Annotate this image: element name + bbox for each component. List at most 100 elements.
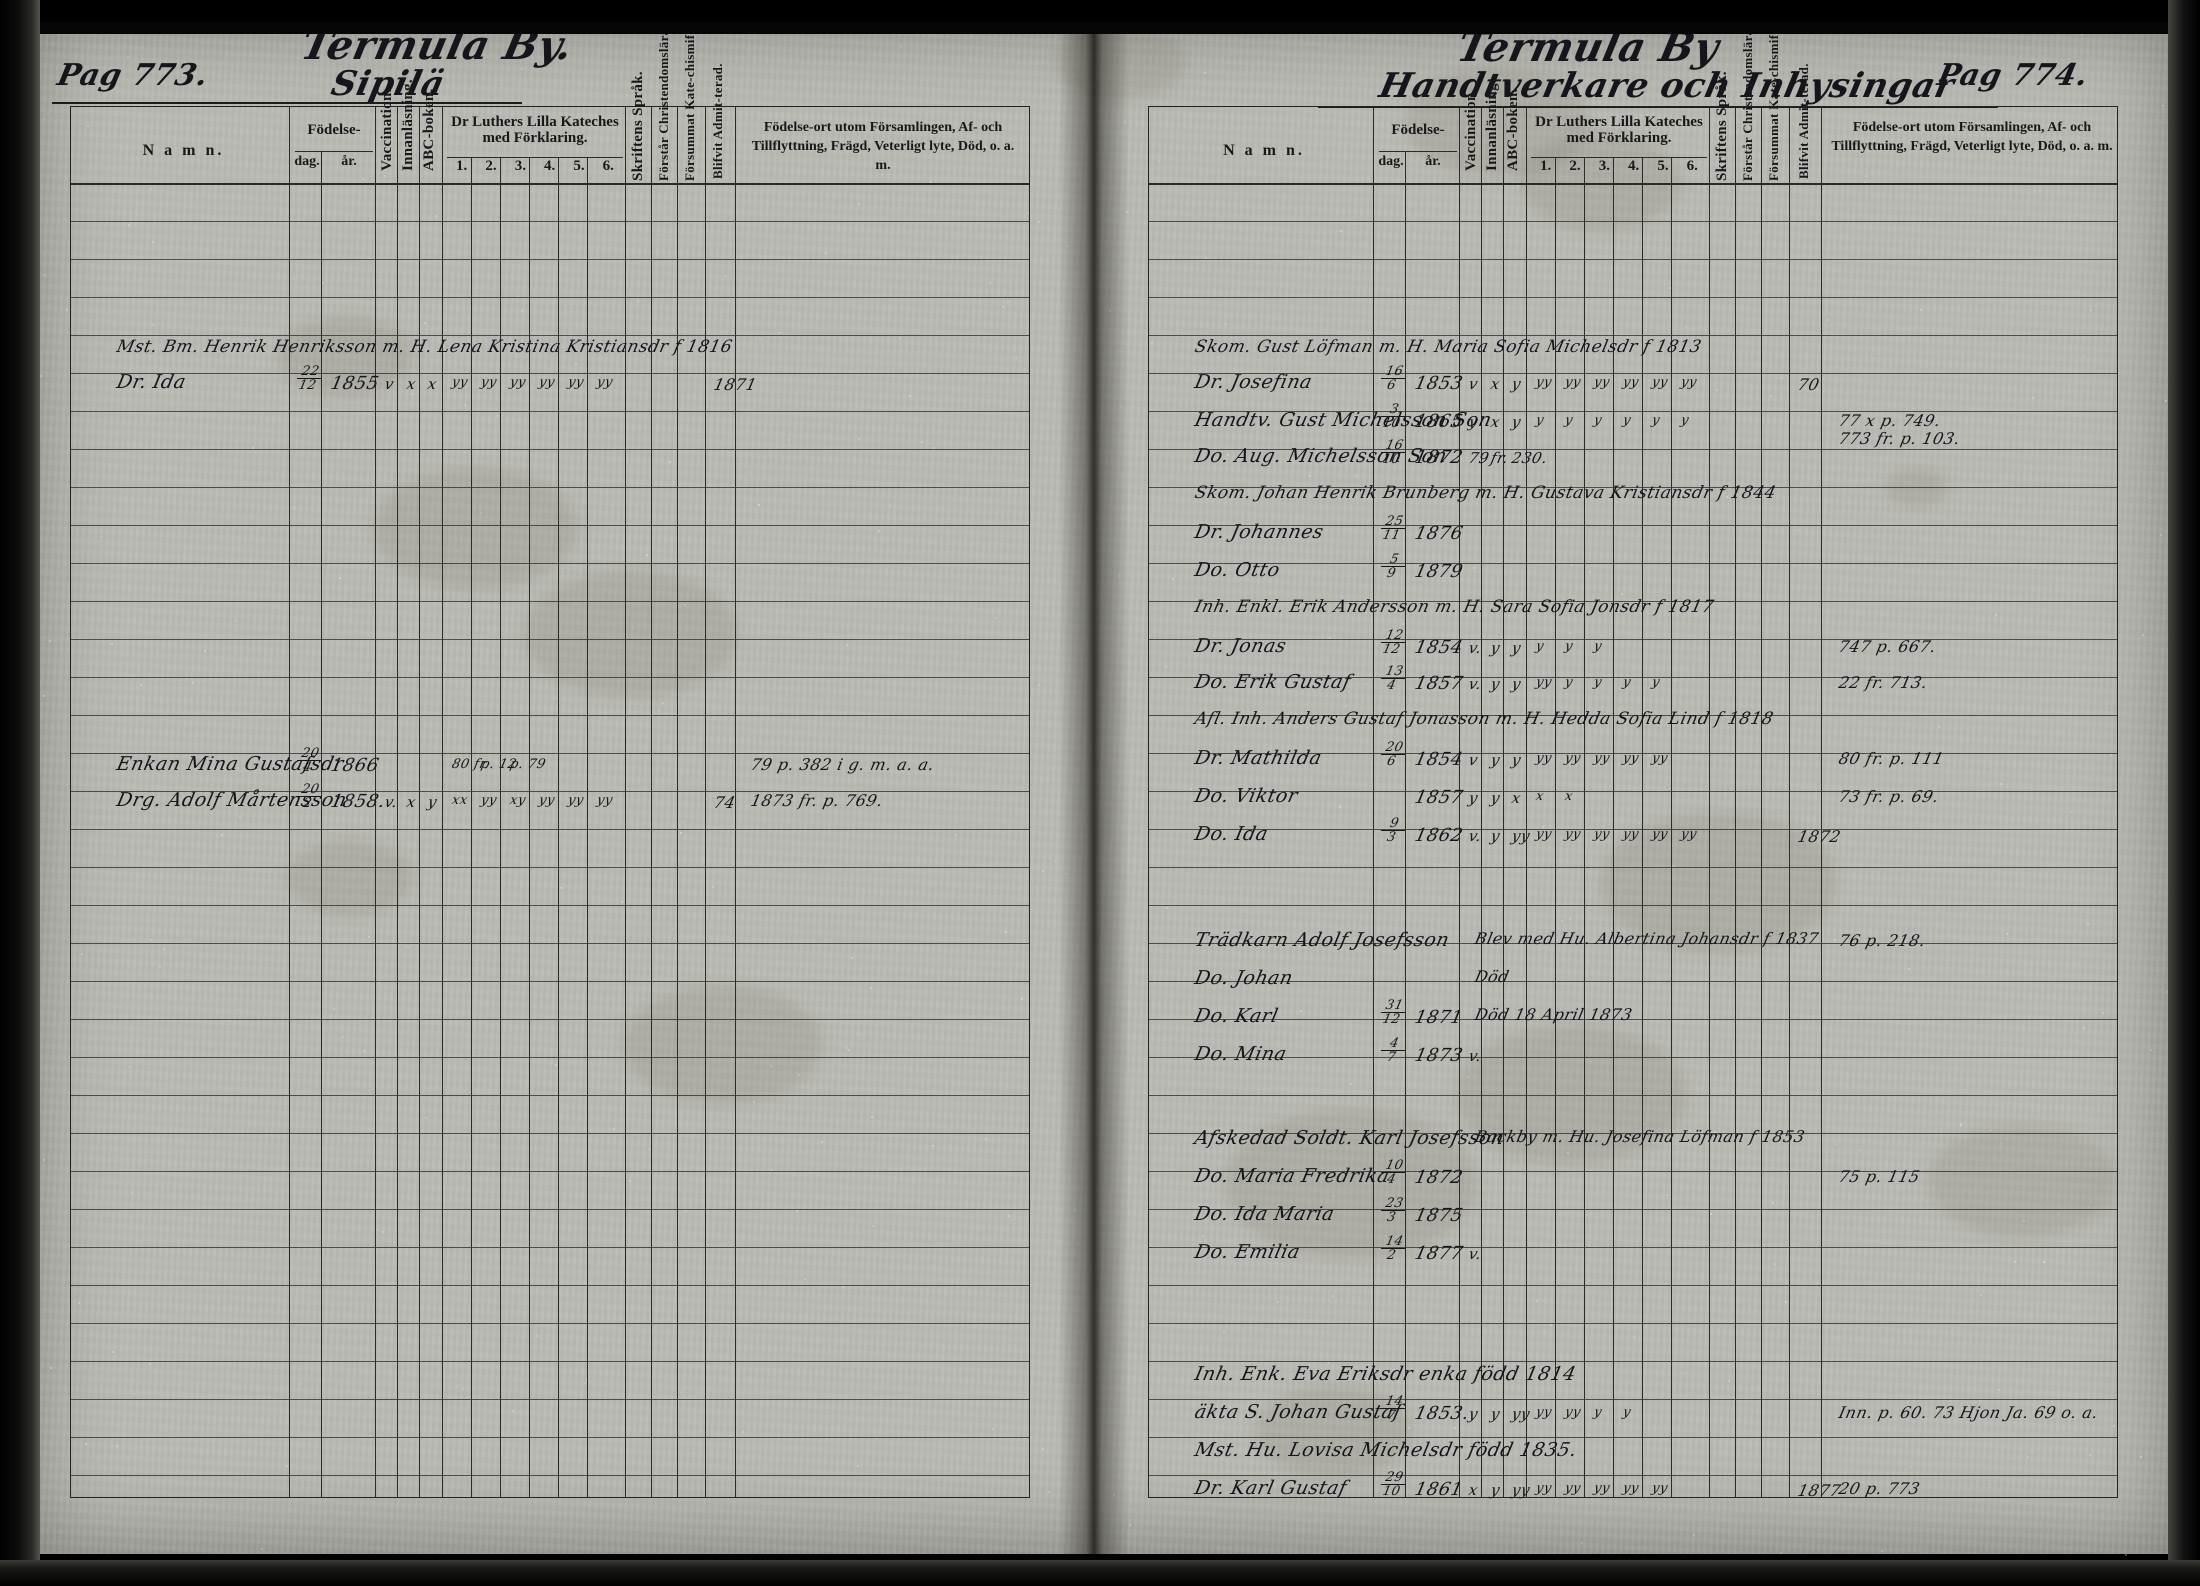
paper-speck (237, 1008, 240, 1011)
paper-speck (1258, 379, 1261, 382)
paper-speck (1827, 319, 1830, 322)
paper-speck (1569, 1424, 1572, 1427)
handwritten-cell: Trädkarn Adolf Josefsson (1192, 929, 1452, 951)
paper-speck (129, 1065, 132, 1068)
handwritten-cell: yy (566, 793, 586, 808)
row-rule (1149, 221, 2117, 222)
paper-speck (778, 332, 781, 335)
row-rule (1149, 791, 2117, 792)
paper-speck (467, 1475, 470, 1478)
paper-speck (469, 184, 472, 187)
row-rule (71, 905, 1029, 906)
handwritten-cell: Dr. Ida (114, 371, 189, 393)
row-rule (1149, 1437, 2117, 1438)
paper-speck (672, 928, 675, 930)
paper-speck (1999, 782, 2002, 785)
handwritten-cell: Dr. Jonas (1192, 635, 1289, 657)
right-catechism-divider (1531, 157, 1707, 159)
paper-speck (1441, 880, 1444, 883)
catechism-part-5: 5. (573, 158, 585, 174)
paper-speck (1393, 1251, 1396, 1254)
right-rule-c2 (1584, 157, 1586, 1497)
handwritten-cell: Do. Ida (1192, 823, 1271, 845)
left-rule-admit (735, 107, 737, 1497)
row-rule (71, 1247, 1029, 1248)
right-register-table: N a m n. Födelse- dag. år. Vaccination. … (1148, 0, 2118, 1500)
paper-speck (424, 321, 427, 324)
handwritten-cell: 20 p. 773 (1836, 1479, 1922, 1498)
handwritten-cell: Afl. Inh. Anders Gustaf Jonasson m. H. H… (1192, 709, 1776, 729)
paper-speck (1007, 300, 1010, 303)
left-rule-c3 (529, 157, 531, 1497)
paper-speck (668, 460, 671, 463)
paper-speck (1466, 1076, 1469, 1079)
paper-speck (1482, 1456, 1485, 1459)
paper-speck (771, 1169, 774, 1171)
handwritten-cell: y (1621, 413, 1633, 428)
handwritten-cell: yy (1592, 1481, 1612, 1496)
paper-speck (1999, 1143, 2002, 1146)
paper-speck (252, 447, 255, 450)
paper-speck (516, 295, 519, 298)
handwritten-cell: Inn. p. 60. 73 Hjon Ja. 69 o. a. (1836, 1403, 2101, 1422)
left-rule-abc (442, 107, 444, 1497)
paper-speck (991, 1427, 994, 1430)
paper-speck (837, 437, 840, 440)
paper-speck (1453, 1426, 1456, 1429)
paper-speck (85, 1216, 88, 1219)
handwritten-cell: Inh. Enk. Eva Eriksdr enka född 1814 (1192, 1363, 1579, 1385)
paper-speck (724, 274, 727, 277)
paper-speck (1626, 1397, 1629, 1400)
paper-stain (1256, 1385, 1412, 1479)
paper-speck (367, 935, 370, 938)
paper-speck (1001, 306, 1004, 309)
row-rule (1149, 1323, 2117, 1324)
paper-speck (1296, 822, 1299, 825)
left-page: Termula By. Sipilä Pag 773. N a m n. Föd… (22, 0, 1068, 1554)
handwritten-cell: 1862 (1412, 825, 1466, 846)
paper-speck (991, 1527, 994, 1530)
handwritten-cell: y (1489, 1405, 1502, 1423)
row-rule (1149, 1285, 2117, 1286)
paper-speck (929, 180, 932, 183)
row-rule (71, 1133, 1029, 1134)
paper-speck (711, 668, 714, 671)
handwritten-cell: 70 (1795, 375, 1822, 394)
row-rule (1149, 1399, 2117, 1400)
paper-speck (43, 274, 46, 277)
handwritten-cell: yy (1534, 827, 1554, 842)
paper-speck (1226, 454, 1229, 457)
handwritten-cell: yy (1534, 751, 1554, 766)
handwritten-cell: yy (1650, 375, 1670, 390)
handwritten-cell: 1854 (1412, 637, 1466, 658)
handwritten-cell: y (1592, 1405, 1604, 1420)
paper-speck (1791, 903, 1794, 906)
right-col-notes-header: Födelse-ort utom Församlingen, Af- och T… (1831, 120, 2113, 154)
row-rule (71, 1285, 1029, 1286)
paper-speck (871, 1116, 874, 1119)
paper-speck (1038, 220, 1041, 223)
paper-speck (955, 833, 958, 836)
paper-speck (2083, 1027, 2086, 1029)
handwritten-cell: y (1621, 675, 1633, 690)
left-title-underline (52, 102, 522, 104)
handwritten-cell: 1871 (711, 375, 759, 394)
paper-speck (743, 862, 746, 865)
row-rule (71, 1399, 1029, 1400)
paper-speck (1909, 1466, 1912, 1469)
handwritten-cell: yy (479, 375, 499, 390)
paper-speck (796, 1210, 799, 1213)
row-rule (1149, 1133, 2117, 1134)
paper-speck (1709, 1213, 1712, 1216)
right-rule-admit (1821, 107, 1823, 1497)
paper-speck (1717, 897, 1720, 900)
paper-speck (550, 1063, 553, 1066)
paper-speck (1008, 1215, 1011, 1218)
paper-speck (1770, 394, 1773, 397)
row-rule (71, 715, 1029, 716)
paper-speck (1837, 81, 1840, 84)
right-col-vaccination-header: Vaccination. (1463, 88, 1479, 171)
row-rule (1149, 563, 2117, 564)
paper-speck (1859, 1148, 1862, 1151)
paper-speck (1332, 1294, 1335, 1297)
